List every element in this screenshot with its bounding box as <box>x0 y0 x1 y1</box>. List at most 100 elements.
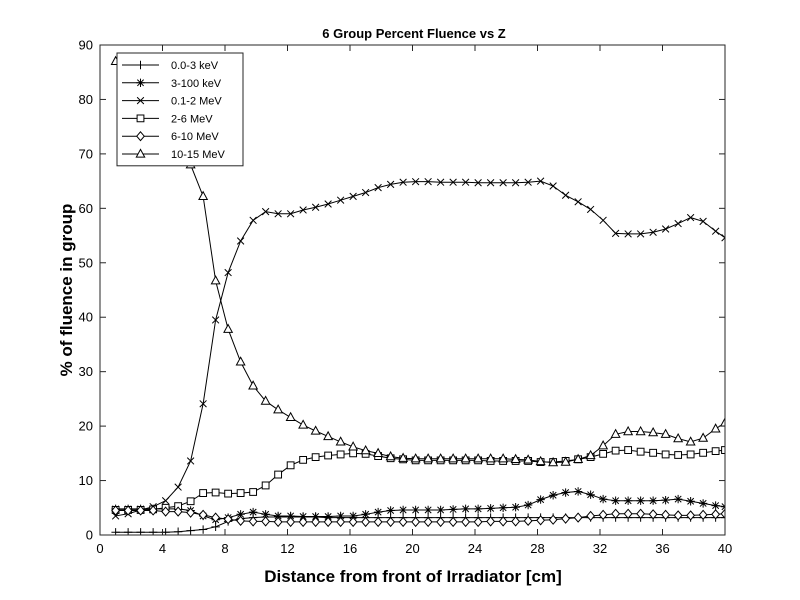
data-point <box>298 516 308 528</box>
data-point <box>398 452 409 462</box>
data-point <box>698 509 708 521</box>
data-point <box>636 508 646 519</box>
x-tick-label: 32 <box>593 541 607 556</box>
data-point <box>610 428 621 438</box>
legend: 0.0-3 keV 3-100 keV 0.1-2 MeV 2-6 MeV 6-10 M… <box>116 52 244 167</box>
data-point <box>423 516 433 528</box>
data-point <box>536 515 546 526</box>
data-point <box>673 432 684 443</box>
series-layer <box>110 55 725 535</box>
y-tick-label: 20 <box>79 419 93 434</box>
data-point <box>623 496 633 505</box>
data-point <box>311 453 320 462</box>
data-point <box>660 428 671 438</box>
data-point <box>548 456 559 467</box>
data-point <box>711 509 721 520</box>
data-point <box>186 507 196 518</box>
data-point <box>336 511 345 521</box>
series-x <box>111 177 725 520</box>
data-point <box>211 488 220 497</box>
y-tick-label: 0 <box>86 528 93 543</box>
data-point <box>136 528 145 535</box>
x-tick-label: 16 <box>343 541 357 556</box>
data-point <box>498 503 508 512</box>
data-point <box>261 516 271 527</box>
data-point <box>686 510 696 521</box>
data-point <box>361 510 370 519</box>
data-point <box>198 190 209 201</box>
data-point <box>273 516 283 528</box>
data-point <box>186 497 195 506</box>
data-point <box>448 516 458 528</box>
data-point <box>211 512 221 523</box>
legend-item: 6-10 MeV <box>122 131 219 143</box>
data-point <box>448 453 459 463</box>
data-point <box>335 436 346 446</box>
x-tick-label: 28 <box>530 541 544 556</box>
data-point <box>423 505 433 515</box>
data-point <box>424 177 432 186</box>
data-point <box>598 494 608 504</box>
data-point <box>673 494 683 504</box>
data-point <box>721 446 725 454</box>
legend-marker <box>136 131 145 142</box>
data-point <box>361 188 370 197</box>
data-point <box>198 509 208 521</box>
data-point <box>686 497 695 506</box>
data-point <box>411 516 421 528</box>
data-point <box>386 506 395 515</box>
legend-item: 0.0-3 keV <box>122 60 219 72</box>
data-point <box>623 508 633 519</box>
data-point <box>720 513 725 522</box>
data-point <box>186 526 195 535</box>
data-point <box>636 230 645 238</box>
data-point <box>324 451 333 460</box>
data-point <box>310 425 321 435</box>
data-point <box>311 203 320 211</box>
data-point <box>298 419 309 429</box>
data-point <box>199 489 208 497</box>
data-point <box>373 516 383 528</box>
x-tick-label: 40 <box>718 541 732 556</box>
data-point <box>223 323 234 333</box>
data-point <box>611 229 620 238</box>
data-point <box>311 516 321 528</box>
data-point <box>485 453 496 463</box>
data-point <box>273 404 284 414</box>
data-point <box>598 440 609 450</box>
data-point <box>461 178 470 186</box>
y-tick-label: 70 <box>79 146 93 161</box>
data-point <box>473 504 483 514</box>
data-point <box>573 453 584 463</box>
data-point <box>549 182 557 190</box>
data-point <box>373 447 384 457</box>
data-point <box>299 455 308 464</box>
data-point <box>211 316 220 324</box>
data-point <box>148 528 158 535</box>
data-point <box>323 516 333 528</box>
data-point <box>560 456 571 466</box>
data-point <box>236 237 245 245</box>
x-tick-label: 36 <box>655 541 669 556</box>
y-tick-label: 10 <box>79 473 93 488</box>
data-point <box>710 423 721 433</box>
data-point <box>699 217 707 226</box>
data-point <box>348 516 358 528</box>
data-point <box>349 192 357 201</box>
data-point <box>649 228 657 237</box>
data-point <box>649 448 658 457</box>
data-point <box>720 508 725 519</box>
data-point <box>674 219 682 228</box>
data-point <box>285 411 296 422</box>
data-point <box>586 490 595 499</box>
data-point <box>436 516 446 528</box>
data-point <box>274 470 283 479</box>
data-point <box>711 227 720 235</box>
data-point <box>574 198 582 206</box>
data-point <box>161 496 170 505</box>
data-point <box>473 453 484 463</box>
data-point <box>436 505 445 515</box>
data-point <box>374 183 382 192</box>
data-point <box>473 516 483 528</box>
data-point <box>174 502 183 511</box>
